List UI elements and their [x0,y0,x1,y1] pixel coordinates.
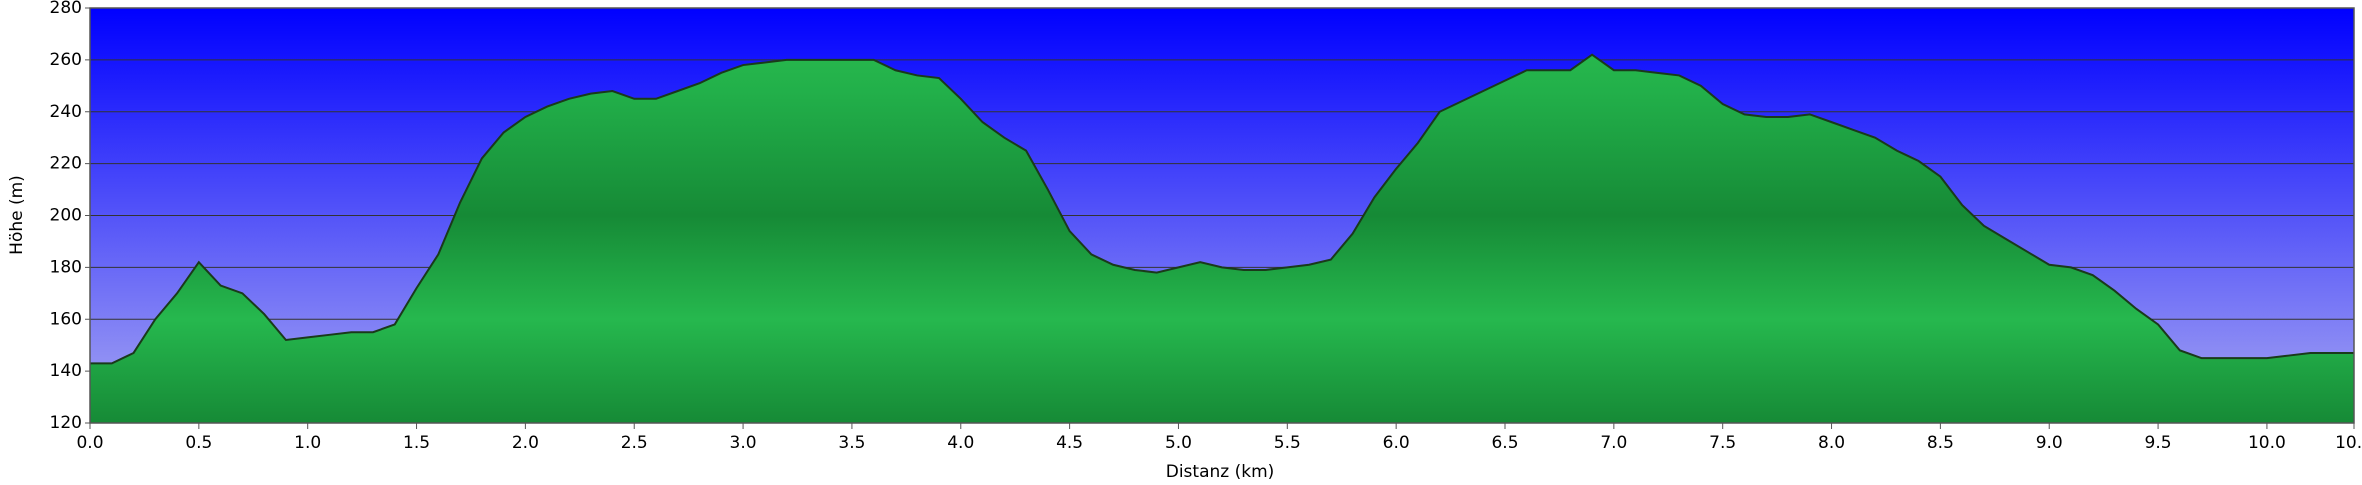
x-tick-label: 1.0 [294,433,321,453]
x-tick-label: 9.5 [2145,433,2172,453]
x-tick-label: 6.5 [1491,433,1518,453]
x-tick-label: 7.0 [1600,433,1627,453]
y-tick-label: 240 [50,102,82,122]
x-tick-label: 4.0 [947,433,974,453]
y-tick-label: 220 [50,154,82,174]
x-axis-label: Distanz (km) [1166,462,1275,482]
x-tick-label: 8.0 [1818,433,1845,453]
y-tick-label: 280 [50,0,82,18]
elevation-area [90,54,2354,423]
x-tick-label: 2.0 [512,433,539,453]
y-tick-label: 260 [50,50,82,70]
x-tick-label: 10.0 [2248,433,2286,453]
x-tick-label: 2.5 [621,433,648,453]
x-tick-label: 5.5 [1274,433,1301,453]
y-tick-label: 120 [50,413,82,433]
y-tick-label: 200 [50,206,82,226]
x-tick-label: 4.5 [1056,433,1083,453]
x-tick-label: 6.0 [1383,433,1410,453]
x-tick-label: 7.5 [1709,433,1736,453]
x-tick-label: 9.0 [2036,433,2063,453]
x-tick-label: 1.5 [403,433,430,453]
x-tick-label: 3.5 [838,433,865,453]
x-tick-label: 0.0 [76,433,103,453]
elevation-line [90,53,2354,365]
y-tick-label: 180 [50,257,82,277]
y-tick-label: 140 [50,361,82,381]
x-tick-label: 5.0 [1165,433,1192,453]
x-tick-label: 0.5 [185,433,212,453]
y-axis-label: Höhe (m) [7,175,27,255]
y-tick-label: 160 [50,309,82,329]
x-tick-label: 8.5 [1927,433,1954,453]
x-tick-label: 3.0 [730,433,757,453]
x-tick-label: 10.4 [2335,433,2362,453]
